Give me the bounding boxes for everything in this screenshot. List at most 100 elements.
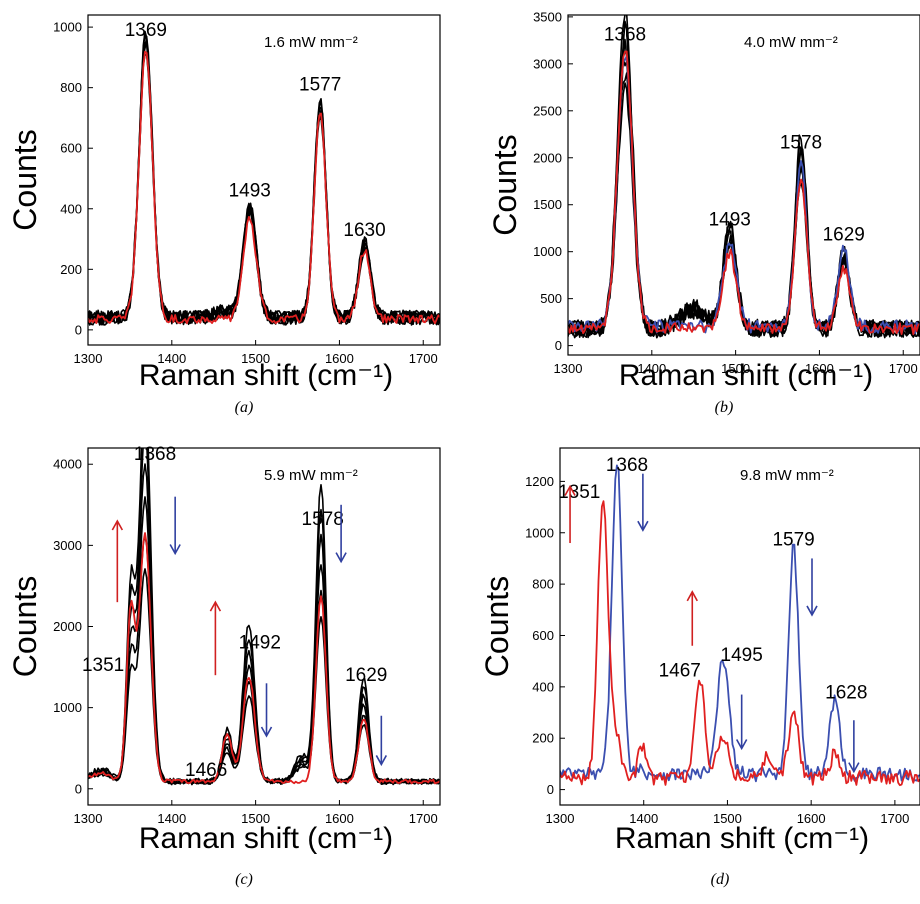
y-axis-label: Counts — [7, 576, 43, 677]
panel-2: 1300 1400 1500 1600 1700 0 1000 2000 3000 4000 Ram… — [7, 444, 441, 888]
power-annotation: 9.8 mW mm⁻² — [740, 467, 834, 484]
trend-arrow — [111, 519, 124, 603]
peak-label: 1368 — [604, 24, 646, 45]
x-tick-label: 1400 — [637, 361, 666, 376]
peak-label: 1495 — [721, 645, 763, 666]
series-line — [88, 50, 440, 325]
x-tick-label: 1300 — [546, 811, 575, 826]
y-tick-label: 600 — [60, 141, 82, 156]
y-tick-label: 2000 — [53, 619, 82, 634]
y-tick-label: 600 — [532, 628, 554, 643]
peak-label: 1351 — [82, 655, 124, 676]
trend-arrow — [169, 496, 181, 556]
y-tick-label: 1000 — [525, 525, 554, 540]
y-tick-label: 0 — [555, 338, 562, 353]
x-tick-label: 1500 — [713, 811, 742, 826]
series-line — [568, 50, 920, 336]
x-axis-label: Raman shift (cm⁻¹) — [615, 822, 869, 855]
axes-frame — [567, 14, 920, 356]
x-tick-label: 1700 — [409, 351, 438, 366]
y-tick-label: 500 — [540, 291, 562, 306]
x-tick-label: 1600 — [805, 361, 834, 376]
x-tick-label: 1600 — [797, 811, 826, 826]
series-line — [88, 532, 440, 785]
y-tick-label: 0 — [75, 322, 82, 337]
peak-label: 1369 — [125, 20, 167, 41]
trend-arrow — [375, 715, 388, 767]
y-tick-label: 800 — [60, 80, 82, 95]
x-tick-label: 1300 — [74, 811, 103, 826]
trend-arrow — [564, 484, 576, 544]
y-tick-label: 3000 — [533, 56, 562, 71]
x-tick-label: 1700 — [889, 361, 918, 376]
trend-arrow — [686, 590, 698, 646]
trend-arrow — [335, 504, 347, 564]
x-tick-label: 1400 — [157, 811, 186, 826]
plot-area — [88, 30, 440, 326]
y-tick-label: 200 — [532, 731, 554, 746]
peak-label: 1577 — [299, 75, 341, 96]
x-axis-label: Raman shift (cm⁻¹) — [139, 359, 393, 392]
x-tick-label: 1500 — [241, 351, 270, 366]
y-tick-label: 0 — [547, 782, 554, 797]
peak-label: 1630 — [343, 220, 385, 241]
x-tick-label: 1300 — [74, 351, 103, 366]
axes-frame — [559, 447, 920, 806]
x-tick-label: 1700 — [880, 811, 909, 826]
y-tick-label: 1000 — [53, 700, 82, 715]
peak-label: 1578 — [302, 509, 344, 530]
y-tick-label: 4000 — [53, 457, 82, 472]
series-trace — [568, 15, 920, 339]
plot-area — [88, 448, 440, 786]
peak-label: 1629 — [823, 224, 865, 245]
panel-0: 1300 1400 1500 1600 1700 0 200 400 600 800 1000 Ram… — [7, 14, 441, 416]
trend-arrow — [806, 558, 818, 617]
x-axis-label: Raman shift (cm⁻¹) — [619, 359, 873, 392]
peak-label: 1466 — [185, 760, 227, 781]
peak-label: 1492 — [239, 632, 281, 653]
panel-caption: (b) — [715, 399, 734, 416]
y-tick-label: 1000 — [53, 20, 82, 35]
power-annotation: 4.0 mW mm⁻² — [744, 34, 838, 51]
x-tick-label: 1400 — [157, 351, 186, 366]
peak-label: 1493 — [229, 181, 271, 202]
series-trace — [88, 31, 440, 326]
y-tick-label: 1200 — [525, 474, 554, 489]
panel-3: 1300 1400 1500 1600 1700 0 200 400 600 800 1000 120… — [479, 447, 920, 888]
x-axis-label: Raman shift (cm⁻¹) — [139, 822, 393, 855]
x-tick-label: 1500 — [721, 361, 750, 376]
trend-arrow — [209, 600, 222, 676]
x-tick-label: 1600 — [325, 811, 354, 826]
power-annotation: 1.6 mW mm⁻² — [264, 34, 358, 51]
peak-label: 1467 — [659, 661, 701, 682]
peak-label: 1493 — [709, 209, 751, 230]
y-tick-label: 1500 — [533, 197, 562, 212]
plot-area — [568, 15, 920, 339]
peak-label: 1368 — [606, 455, 648, 476]
x-tick-label: 1600 — [325, 351, 354, 366]
trend-arrow — [637, 473, 649, 532]
y-tick-label: 1000 — [533, 244, 562, 259]
series-line — [560, 500, 920, 787]
panel-caption: (c) — [235, 871, 253, 888]
peak-label: 1628 — [825, 682, 867, 703]
trend-arrow — [735, 694, 748, 751]
y-tick-label: 2500 — [533, 103, 562, 118]
peak-label: 1579 — [772, 530, 814, 551]
x-tick-label: 1500 — [241, 811, 270, 826]
peak-label: 1578 — [780, 132, 822, 153]
y-tick-label: 200 — [60, 262, 82, 277]
y-tick-label: 0 — [75, 781, 82, 796]
trend-arrow — [260, 683, 273, 738]
y-tick-label: 3500 — [533, 9, 562, 24]
series-trace — [88, 30, 440, 326]
peak-label: 1629 — [345, 665, 387, 686]
y-axis-label: Counts — [487, 134, 523, 235]
y-tick-label: 3000 — [53, 538, 82, 553]
y-axis-label: Counts — [479, 576, 515, 677]
panel-caption: (a) — [235, 399, 254, 416]
x-tick-label: 1300 — [554, 361, 583, 376]
trend-arrow — [848, 720, 860, 774]
y-axis-label: Counts — [7, 129, 43, 230]
